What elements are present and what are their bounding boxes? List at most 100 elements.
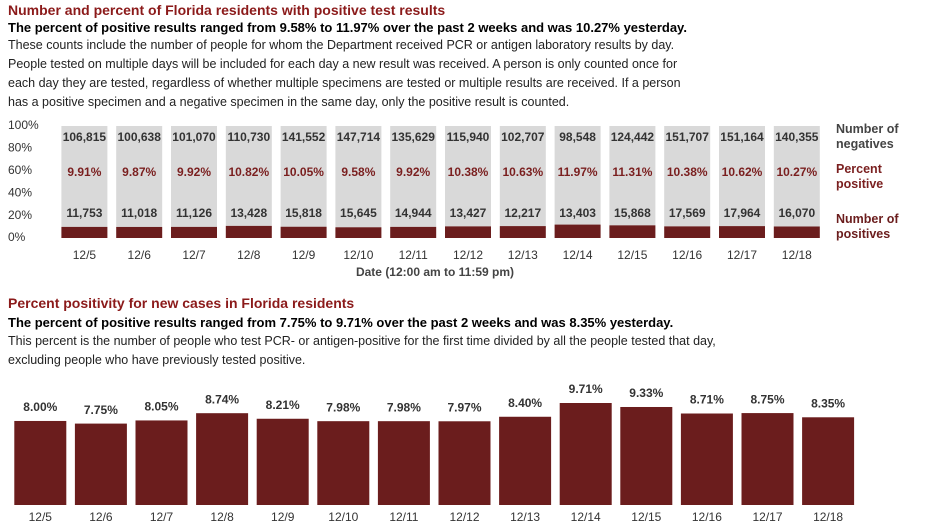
x-tick-label: 12/16: [672, 248, 702, 262]
bar: [680, 413, 733, 505]
x-tick-label: 12/9: [271, 510, 295, 524]
x-tick-label: 12/5: [73, 248, 97, 262]
bar: [135, 420, 188, 505]
value-label: 141,552: [282, 130, 326, 144]
value-label: 10.63%: [502, 165, 543, 179]
x-tick-label: 12/7: [182, 248, 206, 262]
x-tick-label: 12/8: [237, 248, 261, 262]
value-label: 8.21%: [266, 398, 300, 412]
x-tick-label: 12/10: [343, 248, 373, 262]
bar: [499, 416, 552, 505]
negative-segment: [390, 126, 437, 227]
value-label: 13,428: [230, 206, 267, 220]
value-label: 11,126: [176, 206, 212, 220]
bar: [620, 406, 673, 505]
value-label: 7.75%: [84, 403, 118, 417]
value-label: 151,164: [720, 130, 764, 144]
x-tick-label: 12/5: [29, 510, 53, 524]
description-line: These counts include the number of peopl…: [8, 38, 675, 52]
positive-segment: [335, 227, 382, 238]
description-line: People tested on multiple days will be i…: [8, 57, 678, 71]
value-label: 10.27%: [776, 165, 817, 179]
bar: [74, 423, 127, 505]
value-label: 9.71%: [569, 382, 603, 396]
value-label: 7.98%: [387, 400, 421, 414]
value-label: 11.97%: [558, 165, 598, 179]
value-label: 10.82%: [228, 165, 269, 179]
y-tick-label: 60%: [8, 163, 32, 177]
value-label: 7.98%: [326, 400, 360, 414]
x-tick-label: 12/9: [292, 248, 316, 262]
positive-segment: [116, 226, 163, 238]
x-tick-label: 12/12: [453, 248, 483, 262]
x-tick-label: 12/6: [128, 248, 152, 262]
value-label: 12,217: [504, 206, 541, 220]
description-line: has a positive specimen and a negative s…: [8, 95, 570, 109]
value-label: 11.31%: [612, 165, 652, 179]
value-label: 9.58%: [341, 165, 375, 179]
x-tick-label: 12/18: [813, 510, 843, 524]
value-label: 7.97%: [447, 400, 481, 414]
x-tick-label: 12/17: [727, 248, 757, 262]
value-label: 8.00%: [23, 400, 57, 414]
value-label: 102,707: [501, 130, 545, 144]
value-label: 9.87%: [122, 165, 156, 179]
description-line: each day they are tested, regardless of …: [8, 76, 681, 90]
x-tick-label: 12/15: [617, 248, 647, 262]
value-label: 98,548: [559, 130, 596, 144]
positive-segment: [390, 226, 437, 238]
value-label: 9.33%: [629, 386, 663, 400]
negative-segment: [719, 126, 765, 227]
bar: [377, 421, 430, 505]
bar: [559, 403, 612, 505]
value-label: 8.35%: [811, 396, 845, 410]
value-label: 11,018: [121, 206, 157, 220]
negative-segment: [335, 126, 382, 228]
value-label: 10.38%: [448, 165, 489, 179]
value-label: 8.75%: [750, 392, 784, 406]
value-label: 9.91%: [67, 165, 101, 179]
value-label: 13,427: [450, 206, 487, 220]
bar: [741, 413, 794, 505]
value-label: 8.40%: [508, 396, 542, 410]
value-label: 11,753: [66, 206, 102, 220]
description-line: This percent is the number of people who…: [8, 334, 716, 348]
x-tick-label: 12/6: [89, 510, 113, 524]
bar: [256, 418, 309, 505]
value-label: 17,964: [724, 206, 761, 220]
value-label: 151,707: [666, 130, 710, 144]
description-line: excluding people who have previously tes…: [8, 352, 306, 367]
chart-subtitle: The percent of positive results ranged f…: [8, 315, 674, 330]
value-label: 10.38%: [667, 165, 708, 179]
value-label: 101,070: [172, 130, 216, 144]
chart-title: Number and percent of Florida residents …: [8, 2, 446, 18]
positive-segment: [554, 224, 601, 238]
bar: [802, 417, 855, 505]
x-tick-label: 12/17: [752, 510, 782, 524]
y-tick-label: 80%: [8, 141, 32, 155]
legend-entry: Number of negatives: [836, 122, 899, 151]
value-label: 115,940: [447, 130, 490, 144]
value-label: 9.92%: [396, 165, 430, 179]
value-label: 8.71%: [690, 393, 724, 407]
negative-segment: [280, 126, 327, 227]
value-label: 10.05%: [283, 165, 324, 179]
positive-segment: [171, 226, 217, 238]
x-tick-label: 12/11: [399, 248, 428, 262]
negative-segment: [225, 126, 272, 226]
positive-segment: [609, 225, 656, 238]
value-label: 14,944: [395, 206, 432, 220]
bar: [317, 421, 370, 505]
negative-segment: [171, 126, 217, 227]
x-axis-title: Date (12:00 am to 11:59 pm): [356, 265, 514, 279]
value-label: 17,569: [669, 206, 706, 220]
value-label: 8.05%: [144, 400, 178, 414]
positive-segment: [280, 226, 327, 238]
chart-title: Percent positivity for new cases in Flor…: [8, 295, 355, 311]
positive-segment: [664, 226, 711, 238]
positive-segment: [499, 226, 546, 238]
y-tick-label: 40%: [8, 185, 32, 199]
x-tick-label: 12/15: [631, 510, 661, 524]
